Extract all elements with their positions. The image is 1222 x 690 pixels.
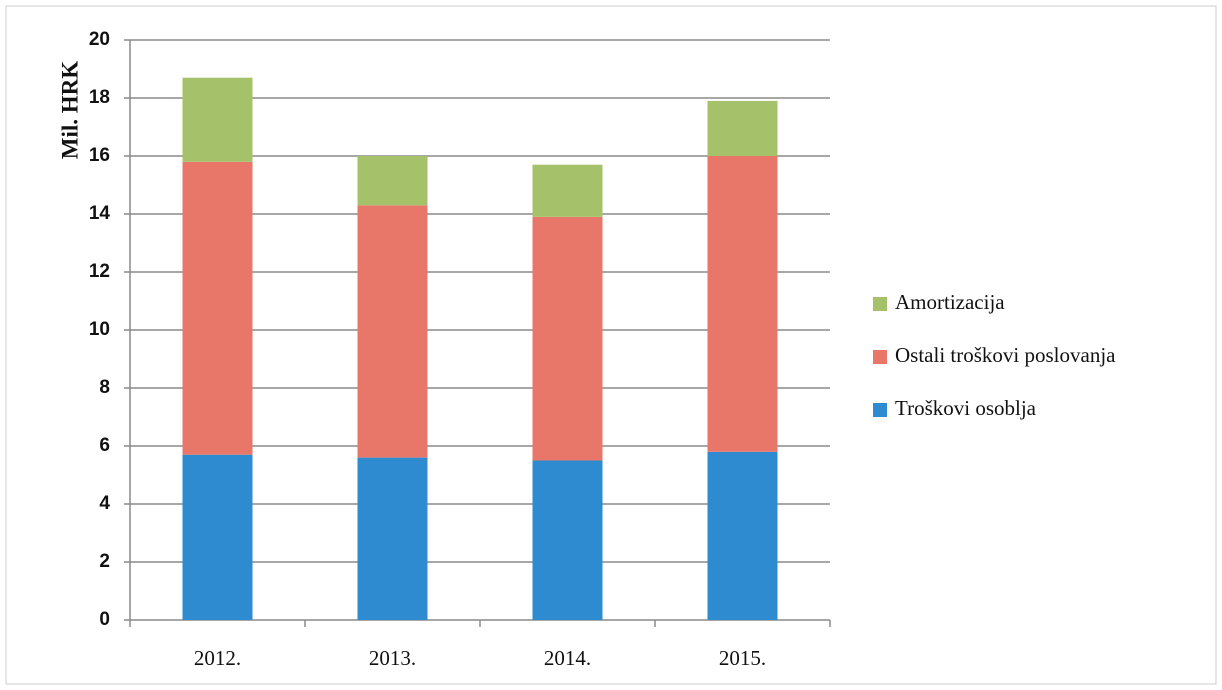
y-tick-label: 18 — [89, 87, 110, 108]
legend-label: Ostali troškovi poslovanja — [895, 343, 1116, 367]
legend-label: Troškovi osoblja — [895, 396, 1037, 420]
bar-segment — [357, 205, 428, 458]
y-tick-label: 14 — [89, 203, 111, 224]
legend-label: Amortizacija — [895, 290, 1005, 314]
legend-swatch — [873, 350, 887, 364]
bar-segment — [707, 156, 778, 452]
bar-segment — [707, 100, 778, 156]
x-tick-label: 2014. — [544, 646, 591, 670]
bar-segment — [532, 460, 603, 620]
x-tick-label: 2015. — [719, 646, 766, 670]
bar-segment — [357, 457, 428, 620]
bar-segment — [357, 156, 428, 206]
bar-segment — [532, 216, 603, 461]
bar-segment — [532, 164, 603, 217]
x-tick-label: 2012. — [194, 646, 241, 670]
y-axis-label: Mil. HRK — [57, 61, 82, 159]
bar-segment — [707, 451, 778, 620]
y-tick-label: 6 — [99, 435, 110, 456]
legend-swatch — [873, 403, 887, 417]
y-tick-label: 10 — [89, 319, 110, 340]
bar-segment — [182, 77, 253, 162]
frame — [5, 5, 1217, 685]
y-tick-label: 12 — [89, 261, 110, 282]
y-tick-label: 2 — [99, 551, 110, 572]
legend-swatch — [873, 297, 887, 311]
bar-segment — [182, 454, 253, 620]
y-tick-label: 8 — [99, 377, 110, 398]
y-tick-label: 20 — [89, 29, 110, 50]
x-tick-label: 2013. — [369, 646, 416, 670]
y-tick-label: 4 — [99, 493, 110, 514]
y-tick-label: 16 — [89, 145, 110, 166]
bar-segment — [182, 161, 253, 455]
y-tick-label: 0 — [99, 609, 110, 630]
